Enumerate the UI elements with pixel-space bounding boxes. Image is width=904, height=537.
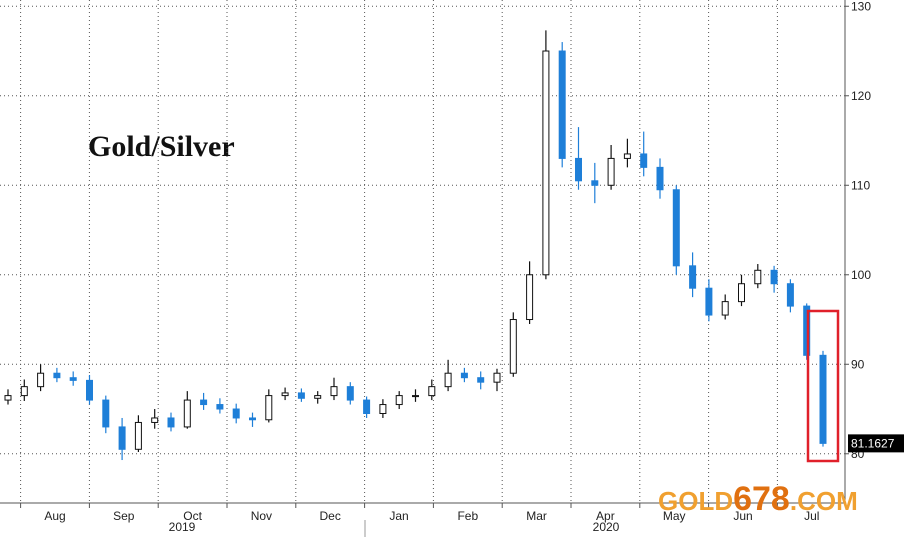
last-price-box	[848, 434, 904, 453]
candle-body	[134, 421, 142, 450]
candle-body	[575, 157, 582, 182]
candle-body	[20, 386, 28, 397]
x-tick-label: Dec	[320, 509, 341, 523]
candle-body	[509, 319, 517, 374]
candle-body	[167, 417, 175, 428]
x-tick-label: Aug	[44, 509, 65, 523]
year-label: 2019	[169, 520, 196, 534]
x-tick-label: Oct	[183, 509, 202, 523]
candle-body	[721, 301, 729, 316]
watermark-part: GOLD	[658, 486, 733, 516]
y-tick-label: 120	[851, 89, 871, 103]
candle-body	[770, 269, 778, 285]
candle-body	[249, 417, 256, 421]
x-tick-label: Jul	[804, 509, 819, 523]
y-tick-label: 100	[851, 268, 871, 282]
year-label: 2020	[593, 520, 620, 534]
candle-body	[672, 189, 680, 267]
chart-annotation: Gold/Silver	[88, 130, 235, 163]
x-tick-label: May	[663, 509, 686, 523]
watermark: GOLD678.COM	[658, 480, 858, 518]
candle-body	[493, 372, 501, 383]
x-tick-label: Sep	[113, 509, 135, 523]
candle-body	[623, 153, 631, 159]
candle-body	[754, 269, 762, 285]
candle-body	[265, 395, 273, 421]
candle-body	[102, 399, 110, 428]
candle-body	[53, 372, 61, 379]
candle-body	[705, 287, 713, 316]
candle-body	[558, 50, 566, 159]
candle-body	[379, 404, 387, 414]
candle-body	[86, 379, 93, 401]
candle-body	[200, 399, 208, 406]
candle-body	[460, 372, 468, 379]
candle-body	[738, 283, 745, 303]
candle-body	[477, 377, 485, 383]
x-tick-label: Feb	[457, 509, 478, 523]
candle-body	[216, 404, 224, 410]
x-tick-label: Apr	[596, 509, 615, 523]
candle-body	[346, 386, 354, 401]
candle-body	[151, 417, 159, 423]
candle-body	[542, 50, 550, 276]
candle-body	[395, 395, 403, 406]
candle-body	[803, 305, 811, 356]
x-tick-label: Nov	[251, 509, 272, 523]
candle-body	[69, 377, 77, 381]
candle-body	[363, 399, 371, 414]
watermark-part: 678	[733, 480, 790, 518]
candle-body	[526, 274, 534, 321]
x-tick-label: Mar	[526, 509, 547, 523]
x-tick-label: Jun	[733, 509, 752, 523]
candle-body	[656, 166, 664, 191]
y-tick-label: 110	[851, 178, 870, 192]
candle-body	[297, 392, 305, 399]
candle-body	[281, 392, 289, 397]
highlight-box	[806, 309, 840, 463]
candle-body	[118, 426, 126, 450]
candle-body	[412, 395, 419, 398]
x-tick-label: Jan	[389, 509, 408, 523]
candle-body	[819, 354, 827, 444]
last-price-label: 81.1627	[851, 436, 895, 450]
y-tick-label: 90	[851, 357, 865, 371]
candle-body	[786, 283, 794, 307]
candle-body	[232, 408, 240, 419]
candle-body	[314, 395, 322, 399]
candle-body	[183, 399, 191, 428]
candle-body	[428, 386, 436, 397]
candle-body	[444, 372, 452, 388]
candle-body	[4, 395, 12, 401]
candle-body	[689, 265, 697, 289]
watermark-part: .COM	[790, 486, 858, 516]
candle-body	[640, 153, 648, 168]
candle-body	[607, 157, 615, 186]
y-tick-label: 130	[851, 0, 871, 13]
candle-body	[591, 180, 599, 186]
candle-body	[330, 386, 338, 397]
candle-body	[37, 372, 45, 388]
